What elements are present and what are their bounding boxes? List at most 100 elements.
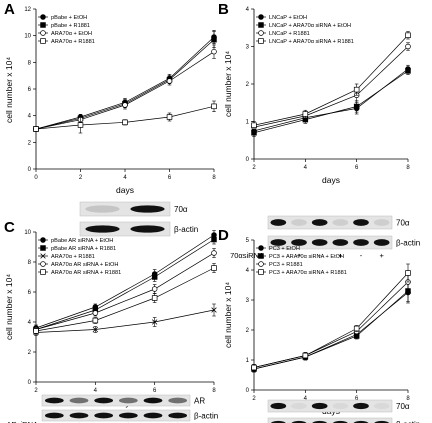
blot-row-label: 70α [396, 402, 410, 411]
data-point [258, 245, 264, 251]
legend-entry: pBabe + R1881 [51, 23, 90, 29]
x-tick-label: 8 [212, 175, 216, 181]
series-line [251, 42, 411, 132]
lane-label: + [297, 251, 302, 260]
legend: pBabe + EtOH pBabe + R1881 ARA70α + EtOH AR… [38, 14, 95, 45]
blot-row-label: β-actin [396, 239, 420, 248]
data-point [258, 253, 264, 259]
data-point [77, 122, 84, 128]
lane-label: + [338, 251, 343, 260]
x-tick-label: 2 [252, 165, 256, 171]
blot-band [311, 219, 328, 226]
blot-band [270, 239, 287, 246]
data-point [40, 253, 46, 259]
blot-band [270, 219, 287, 226]
data-point [40, 30, 46, 36]
legend-entry: LNCaP + EtOH [269, 15, 307, 21]
series-line [253, 70, 409, 134]
data-point [166, 114, 173, 120]
data-point [258, 14, 264, 20]
blot-band [168, 397, 188, 404]
blot-band [332, 239, 349, 246]
data-point [251, 122, 257, 128]
series-line [251, 31, 411, 130]
series-line [33, 263, 217, 335]
blot-row-label: β-actin [194, 412, 218, 421]
y-tick-label: 12 [24, 7, 31, 13]
series-line [35, 267, 215, 332]
data-point [151, 274, 158, 280]
blot-band [373, 219, 390, 226]
data-point [405, 43, 411, 50]
legend-entry: ARA70α AR siRNA + EtOH [51, 262, 118, 268]
series-line [33, 31, 217, 132]
data-point [251, 364, 257, 371]
blot-band [270, 402, 287, 410]
series-line [253, 272, 409, 368]
legend-entry: ARA70α + R1881 [51, 39, 95, 45]
panel-letter: B [218, 1, 229, 18]
series-line [253, 281, 409, 368]
blot-band [353, 239, 369, 246]
data-point [258, 269, 264, 275]
data-point [302, 111, 309, 117]
blot-band [118, 397, 138, 404]
series-line [33, 100, 217, 134]
blot-band [69, 397, 89, 404]
y-tick-label: 0 [246, 157, 250, 163]
lane-label: - [277, 251, 280, 260]
legend-entry: PC3 + EtOH [269, 246, 300, 252]
y-tick-label: 10 [24, 230, 31, 236]
legend-entry: PC3 + R1881 [269, 262, 303, 268]
y-tick-label: 4 [28, 320, 32, 326]
x-tick-label: 6 [355, 165, 359, 171]
x-tick-label: 8 [212, 388, 216, 394]
series-line [251, 281, 411, 373]
series-line [35, 39, 215, 130]
data-point [258, 30, 264, 36]
legend-entry: PC3 + ARA70α siRNA + R1881 [269, 270, 347, 276]
legend-entry: pBabe AR siRNA + R1881 [51, 246, 116, 252]
series-line [35, 36, 215, 130]
legend-entry: ARA70α AR siRNA + R1881 [51, 270, 121, 276]
series-line [253, 290, 409, 370]
legend-entry: ARA70α + EtOH [51, 31, 92, 37]
series-line [35, 105, 215, 130]
data-point [40, 269, 46, 275]
data-point [40, 245, 46, 251]
series-line [33, 44, 217, 132]
panel-b: B 0 1 2 3 4 2 4 6 8 days cell number x 10⁴ LNCaP + E… [218, 1, 420, 260]
data-point [151, 295, 158, 301]
blot-row-label: AR [194, 397, 205, 406]
blot-band [353, 219, 369, 226]
x-tick-label: 6 [153, 388, 157, 394]
blot-band [94, 397, 114, 404]
blot-row-label: β-actin [174, 225, 198, 234]
x-axis-label: days [322, 175, 340, 185]
data-point [258, 261, 264, 267]
x-tick-label: 6 [168, 175, 172, 181]
legend-entry: ARA70α + R1881 [51, 254, 95, 260]
data-point [211, 48, 217, 55]
y-tick-label: 3 [246, 298, 250, 304]
panel-letter: D [218, 227, 229, 244]
data-point [92, 326, 99, 333]
legend: LNCaP + EtOH LNCaP + ARA70α siRNA + EtOH L… [256, 14, 354, 45]
blot-strip [41, 409, 191, 422]
y-tick-label: 8 [28, 60, 32, 66]
data-point [258, 38, 264, 44]
y-axis-label: cell number x 10⁴ [223, 51, 233, 117]
y-tick-label: 8 [28, 260, 32, 266]
data-point [166, 78, 173, 84]
data-point [405, 270, 411, 276]
y-tick-label: 0 [28, 167, 32, 173]
y-axis-label: cell number x 10⁴ [4, 57, 14, 123]
data-point [40, 22, 46, 28]
blot-row-label: 70α [174, 205, 188, 214]
lane-label: - [360, 251, 363, 260]
y-tick-label: 4 [246, 268, 250, 274]
blot-band [118, 412, 138, 419]
legend-entry: PC3 + ARA70α siRNA + EtOH [269, 254, 344, 260]
